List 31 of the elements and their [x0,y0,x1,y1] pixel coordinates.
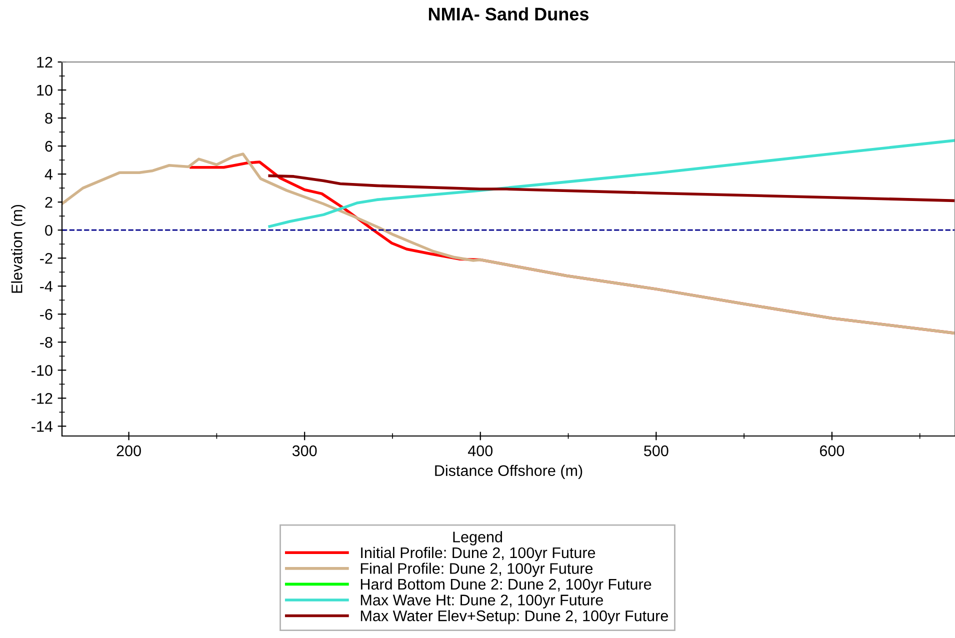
x-tick-label: 500 [644,445,668,456]
line-series [62,152,955,335]
x-tick-label: 200 [116,445,141,456]
y-tick-label: 6 [45,140,52,152]
legend-label: Initial Profile: Dune 2, 100yr Future [361,546,596,562]
y-tick-label: 4 [44,169,53,180]
y-tick-label: 8 [45,112,52,124]
x-tick-label: 300 [292,445,317,456]
y-tick-label: 10 [37,84,52,96]
y-tick-label: -14 [32,421,53,432]
y-axis-title: Elevation (m) [11,204,26,293]
y-tick-label: -2 [40,252,52,264]
chart-title: NMIA- Sand Dunes [428,7,589,21]
y-tick-label: 2 [45,196,52,208]
legend-label: Final Profile: Dune 2, 100yr Future [360,562,593,577]
x-tick-label: 400 [468,445,493,456]
line-series [268,139,955,228]
y-tick-label: 12 [37,56,52,68]
y-tick-label: -6 [40,309,52,320]
line-series [268,174,955,202]
y-tick-label: -4 [40,281,53,292]
legend-title: Legend [453,531,502,546]
legend-label: Max Wave Ht: Dune 2, 100yr Future [360,594,603,608]
x-axis-title: Distance Offshore (m) [435,464,582,480]
legend-label: Hard Bottom Dune 2: Dune 2, 100yr Future [360,578,652,593]
legend-label: Max Water Elev+Setup: Dune 2, 100yr Future [360,610,668,624]
y-tick-label: -10 [32,365,52,376]
y-tick-label: 0 [45,224,52,236]
x-tick-label: 600 [820,445,844,456]
y-tick-label: -12 [32,393,52,404]
y-tick-label: -8 [40,337,52,348]
